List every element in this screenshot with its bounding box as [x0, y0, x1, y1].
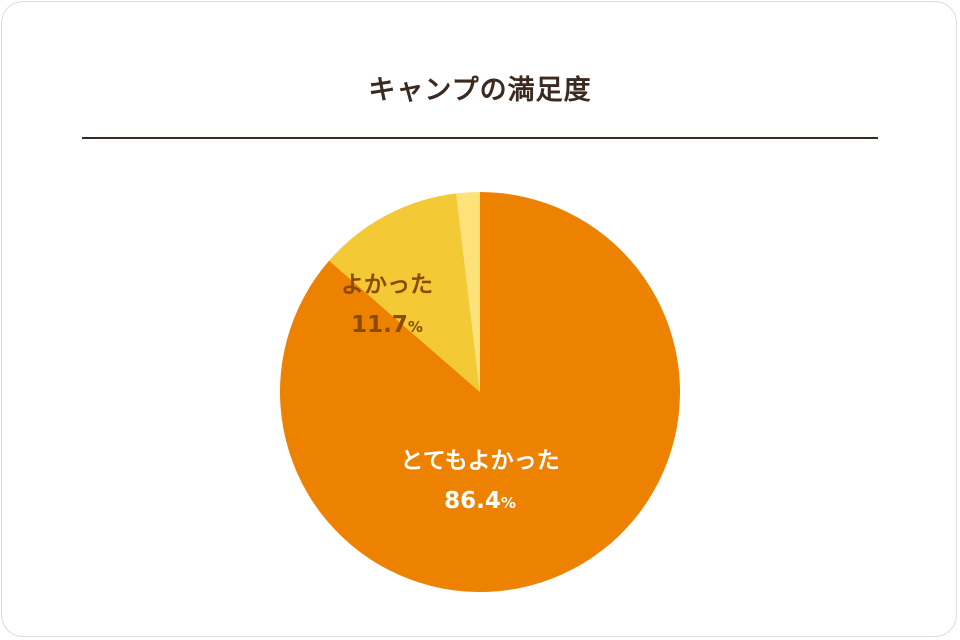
slice-value-2: 11.7%	[351, 312, 423, 338]
pie-slice-3	[456, 192, 480, 392]
pie-slice-1	[279, 192, 680, 592]
title-divider	[82, 137, 878, 139]
slice-label-2: よかった	[341, 272, 433, 298]
pie-slices	[279, 192, 680, 592]
chart-title: キャンプの満足度	[368, 75, 592, 106]
slice-label-1: とてもよかった	[400, 448, 559, 474]
pie-slice-2	[329, 193, 480, 392]
pie-labels: とてもよかった 86.4% よかった 11.7%	[341, 272, 560, 514]
slice-value-1: 86.4%	[444, 488, 516, 514]
